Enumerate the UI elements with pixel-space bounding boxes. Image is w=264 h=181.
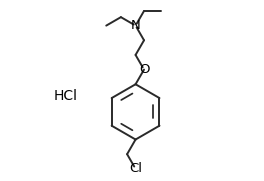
Text: HCl: HCl <box>54 89 78 103</box>
Text: N: N <box>131 19 140 32</box>
Text: Cl: Cl <box>129 162 142 175</box>
Text: O: O <box>139 63 149 76</box>
